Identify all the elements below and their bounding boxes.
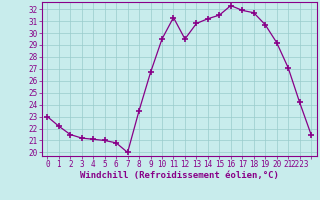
X-axis label: Windchill (Refroidissement éolien,°C): Windchill (Refroidissement éolien,°C) (80, 171, 279, 180)
